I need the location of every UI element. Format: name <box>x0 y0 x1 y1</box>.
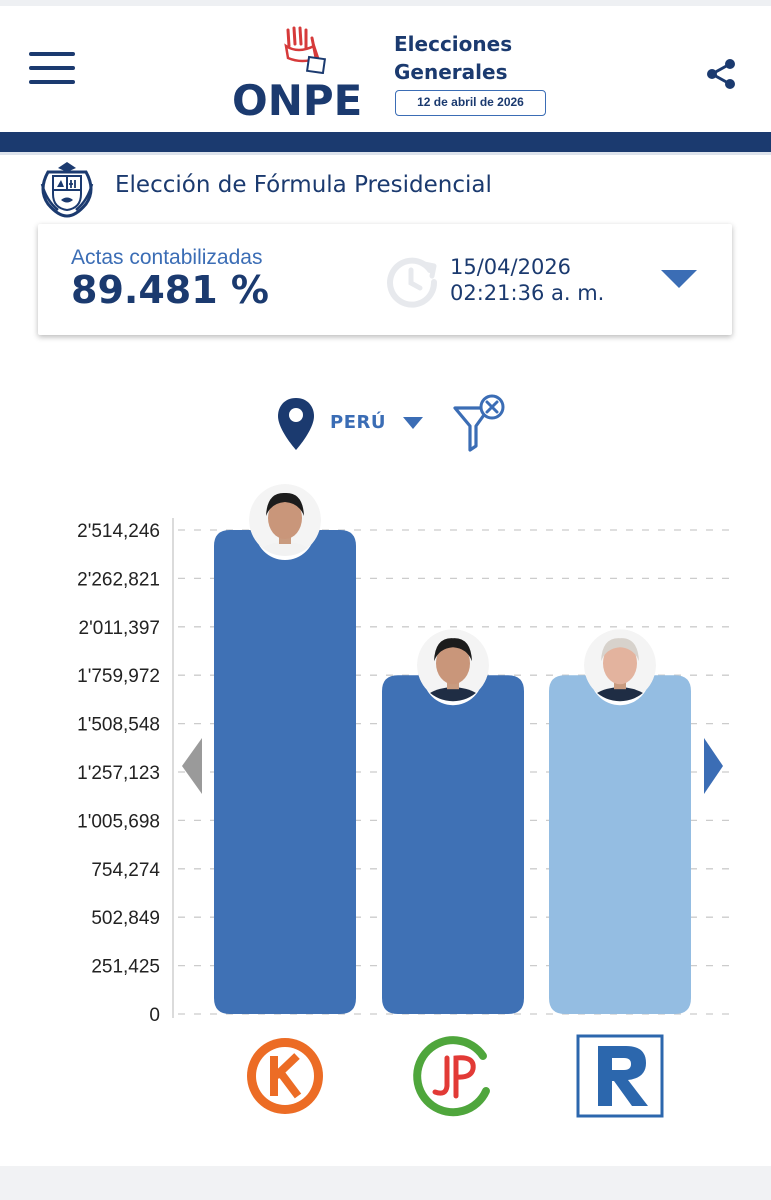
party-logo-r <box>576 1034 664 1118</box>
summary-card: Actas contabilizadas 89.481 % 15/04/2026… <box>38 224 732 335</box>
filter-clear-icon[interactable] <box>452 394 506 454</box>
y-tick-label: 1'257,123 <box>77 763 160 784</box>
update-date: 15/04/2026 <box>450 255 572 279</box>
chevron-right-icon[interactable] <box>704 738 723 794</box>
menu-icon[interactable] <box>29 48 75 88</box>
y-tick-label: 2'262,821 <box>77 569 160 590</box>
header-band-shadow <box>0 152 771 155</box>
coat-of-arms-icon <box>40 162 94 218</box>
location-pin-icon[interactable] <box>276 396 316 452</box>
bar-K[interactable] <box>214 530 356 1014</box>
chevron-down-icon[interactable] <box>659 268 699 290</box>
y-tick-label: 502,849 <box>91 908 160 929</box>
bar-R[interactable] <box>549 675 691 1014</box>
logo-text: ONPE <box>232 76 363 125</box>
onpe-logo: ONPE <box>230 24 380 124</box>
y-tick-label: 754,274 <box>91 860 160 881</box>
header-title-line1: Elecciones <box>394 32 513 56</box>
app-header: ONPE Elecciones Generales 12 de abril de… <box>0 6 771 132</box>
party-logo-k <box>247 1038 323 1114</box>
actas-label: Actas contabilizadas <box>71 246 263 269</box>
header-title: Elecciones Generales <box>394 30 564 86</box>
election-date-badge: 12 de abril de 2026 <box>395 90 546 116</box>
party-logo-jp <box>413 1036 490 1117</box>
y-tick-label: 1'759,972 <box>77 666 160 687</box>
y-tick-label: 251,425 <box>91 957 160 978</box>
votes-bar-chart: 0 251,425 502,849 754,274 1'005,698 1'257,123… <box>77 484 734 1118</box>
footer-strip <box>0 1166 771 1200</box>
header-title-line2: Generales <box>394 60 508 84</box>
region-label[interactable]: PERÚ <box>330 412 386 433</box>
clock-icon <box>387 257 438 308</box>
update-time: 02:21:36 a. m. <box>450 281 605 305</box>
y-tick-label: 1'508,548 <box>77 715 160 736</box>
region-filter: PERÚ <box>276 394 516 456</box>
voting-hand-icon <box>284 26 327 74</box>
y-tick-label: 1'005,698 <box>77 811 160 832</box>
section-title: Elección de Fórmula Presidencial <box>115 172 492 198</box>
chevron-down-icon[interactable] <box>402 416 424 430</box>
actas-percentage: 89.481 % <box>71 268 269 312</box>
y-tick-label: 2'011,397 <box>79 618 160 639</box>
chevron-left-icon[interactable] <box>182 738 202 794</box>
bar-JP[interactable] <box>382 675 524 1014</box>
header-band <box>0 132 771 152</box>
share-icon[interactable] <box>703 56 739 92</box>
y-tick-label: 2'514,246 <box>77 521 160 542</box>
top-strip <box>0 0 771 6</box>
y-tick-label: 0 <box>149 1005 160 1026</box>
last-update: 15/04/2026 02:21:36 a. m. <box>450 254 604 306</box>
